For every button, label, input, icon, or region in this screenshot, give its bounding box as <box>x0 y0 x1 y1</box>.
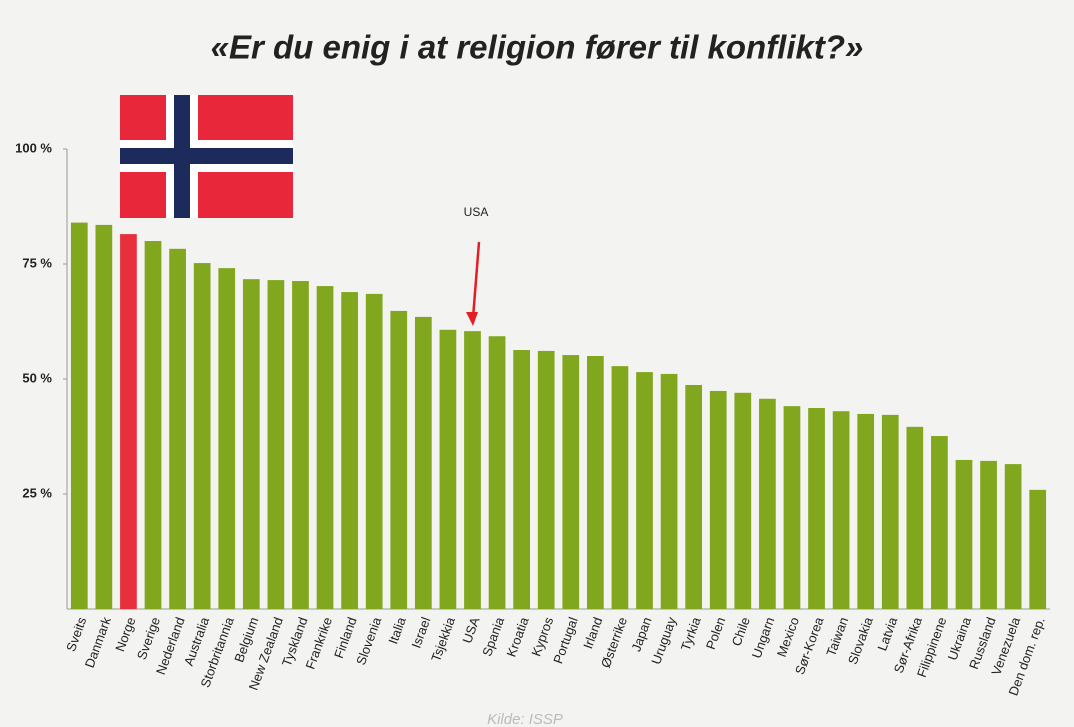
bar <box>587 356 604 609</box>
bar <box>808 407 825 609</box>
bar <box>709 390 727 609</box>
bar <box>857 413 875 609</box>
x-tick-label: Israel <box>408 615 433 650</box>
x-tick-label: Chile <box>729 615 753 648</box>
x-tick-label: Kypros <box>528 615 556 659</box>
bar <box>955 459 973 609</box>
bar <box>906 426 924 609</box>
x-tick-label: Mexico <box>774 615 802 659</box>
bar <box>734 392 752 609</box>
chart-title: «Er du enig i at religion fører til konf… <box>211 29 864 66</box>
y-tick-label: 100 % <box>15 140 52 155</box>
x-tick-label: USA <box>459 615 482 646</box>
bar <box>95 224 113 609</box>
x-tick-label: Sveits <box>63 615 89 654</box>
x-tick-label: Norge <box>112 615 138 653</box>
x-tick-label: Irland <box>580 615 605 651</box>
bar <box>783 406 801 609</box>
bar <box>1029 489 1047 609</box>
bar <box>832 411 850 609</box>
bar <box>144 241 162 609</box>
bar <box>660 373 678 609</box>
bar <box>267 280 285 609</box>
bar <box>931 436 948 609</box>
x-tick-label: Taiwan <box>823 615 851 658</box>
bar <box>292 281 309 609</box>
bar <box>1004 464 1022 609</box>
x-tick-label: Polen <box>703 615 728 651</box>
bar <box>218 268 236 609</box>
bar <box>980 460 997 609</box>
x-tick-label: Tyrkia <box>678 614 704 652</box>
bar <box>365 293 383 609</box>
bar <box>611 366 629 609</box>
bar <box>70 222 88 609</box>
bar <box>169 248 186 609</box>
bar <box>341 292 358 609</box>
bar <box>316 286 334 609</box>
x-tick-label: Italia <box>385 614 409 646</box>
bar <box>488 336 506 609</box>
bar <box>537 350 555 609</box>
y-tick-label: 50 % <box>22 370 52 385</box>
norway-flag <box>120 95 293 218</box>
bar <box>562 355 580 609</box>
bar <box>685 384 703 609</box>
bar <box>464 331 481 609</box>
annotation: USA <box>464 205 489 219</box>
bar <box>193 263 211 609</box>
x-tick-label: Spania <box>479 614 507 658</box>
bar <box>390 310 408 609</box>
x-tick-label: Latvia <box>874 614 900 652</box>
source: Kilde: ISSP <box>487 711 563 727</box>
y-tick-label: 25 % <box>22 485 52 500</box>
annotation-arrow <box>466 241 481 326</box>
bar <box>513 350 530 609</box>
bar <box>759 398 776 609</box>
x-tick-label: Japan <box>628 615 654 653</box>
bar <box>881 414 899 609</box>
bar <box>242 279 260 609</box>
bar <box>414 316 432 609</box>
y-tick-label: 75 % <box>22 255 52 270</box>
bar <box>636 372 653 609</box>
bar <box>120 234 137 609</box>
bar <box>439 329 457 609</box>
